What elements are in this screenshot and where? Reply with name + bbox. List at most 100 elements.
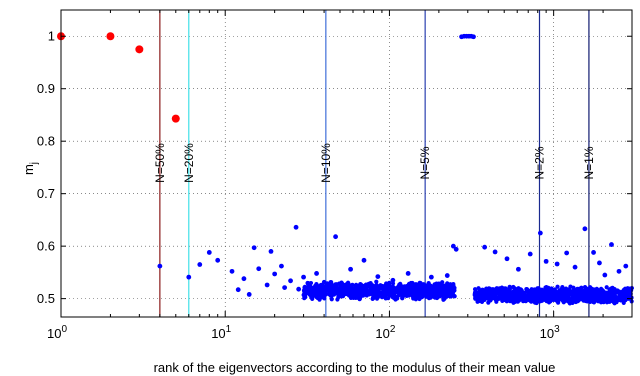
data-point bbox=[301, 274, 306, 280]
data-point bbox=[536, 286, 541, 291]
data-point bbox=[393, 288, 398, 294]
data-point bbox=[597, 260, 602, 266]
data-point bbox=[588, 288, 593, 293]
data-point bbox=[406, 282, 411, 287]
data-point bbox=[378, 286, 383, 291]
data-point bbox=[511, 284, 516, 290]
data-point bbox=[235, 287, 241, 293]
data-point bbox=[186, 274, 192, 280]
data-point bbox=[549, 286, 554, 291]
data-point bbox=[135, 45, 144, 54]
x-tick-label: 102 bbox=[375, 324, 395, 341]
data-point bbox=[419, 285, 425, 290]
data-point bbox=[612, 301, 617, 306]
data-point bbox=[531, 289, 536, 294]
data-point bbox=[157, 263, 163, 269]
data-point bbox=[279, 263, 284, 269]
data-point bbox=[375, 274, 381, 279]
data-point bbox=[486, 300, 491, 305]
data-point bbox=[537, 230, 543, 236]
data-point bbox=[616, 268, 622, 274]
data-point bbox=[408, 292, 413, 297]
data-point bbox=[534, 298, 539, 303]
data-point bbox=[480, 287, 485, 293]
data-point bbox=[389, 285, 394, 290]
data-point bbox=[562, 291, 567, 297]
data-point bbox=[359, 287, 365, 292]
data-point bbox=[475, 296, 480, 301]
y-axis-label: mj bbox=[21, 162, 40, 175]
data-point bbox=[171, 114, 180, 123]
data-point bbox=[288, 278, 293, 284]
data-point bbox=[321, 279, 327, 285]
y-tick-label: 0.6 bbox=[37, 239, 55, 254]
data-point bbox=[502, 293, 507, 298]
data-point bbox=[451, 282, 456, 287]
data-point bbox=[529, 299, 534, 304]
data-point bbox=[282, 285, 288, 291]
data-point bbox=[413, 291, 418, 296]
x-tick-label: 101 bbox=[211, 324, 231, 341]
y-tick-label: 0.7 bbox=[37, 186, 55, 201]
x-axis-label: rank of the eigenvectors according to th… bbox=[154, 360, 556, 375]
data-point bbox=[398, 281, 403, 286]
data-point bbox=[382, 288, 388, 293]
data-point bbox=[444, 273, 450, 278]
y-tick-label: 0.5 bbox=[37, 291, 55, 306]
y-tick-label: 0.9 bbox=[37, 81, 55, 96]
data-point bbox=[504, 256, 510, 262]
data-point bbox=[518, 287, 524, 292]
data-point bbox=[312, 290, 317, 295]
data-point bbox=[558, 288, 563, 293]
reference-line-label: N=50% bbox=[153, 143, 167, 183]
reference-line-label: N=5% bbox=[418, 146, 432, 179]
data-point bbox=[426, 296, 432, 301]
data-point bbox=[560, 298, 565, 303]
y-axis-label-subscript: j bbox=[29, 162, 40, 165]
data-point bbox=[344, 282, 350, 287]
data-point bbox=[475, 299, 480, 304]
data-point bbox=[506, 289, 512, 294]
data-point bbox=[523, 296, 528, 301]
reference-line-label: N=1% bbox=[582, 146, 596, 179]
data-point bbox=[372, 293, 377, 298]
data-point bbox=[492, 249, 498, 255]
data-point bbox=[215, 257, 221, 263]
data-point bbox=[604, 290, 609, 295]
data-point bbox=[390, 277, 396, 283]
data-point bbox=[604, 300, 610, 305]
data-point bbox=[570, 296, 575, 302]
data-point bbox=[445, 283, 451, 288]
data-point bbox=[437, 293, 442, 298]
data-point bbox=[497, 286, 502, 291]
data-point bbox=[328, 292, 334, 297]
data-point bbox=[482, 294, 487, 299]
data-point bbox=[539, 287, 544, 292]
data-point bbox=[472, 287, 478, 292]
data-point bbox=[554, 261, 560, 267]
data-point bbox=[229, 268, 235, 274]
y-tick-label: 0.8 bbox=[37, 134, 55, 149]
data-point bbox=[618, 298, 623, 303]
data-point bbox=[546, 298, 551, 303]
data-point bbox=[598, 300, 604, 305]
data-point bbox=[491, 292, 496, 298]
data-point bbox=[526, 293, 531, 298]
data-point bbox=[304, 288, 309, 293]
data-point bbox=[338, 283, 343, 288]
data-point bbox=[396, 287, 402, 292]
data-point bbox=[353, 283, 358, 288]
data-point bbox=[604, 285, 609, 290]
data-point bbox=[335, 291, 340, 296]
data-point bbox=[442, 296, 447, 301]
y-axis-label-main: m bbox=[21, 164, 36, 175]
data-point bbox=[478, 295, 483, 301]
data-point bbox=[488, 296, 493, 301]
data-point bbox=[615, 288, 620, 293]
data-point bbox=[514, 294, 519, 299]
data-point bbox=[568, 284, 573, 289]
data-point bbox=[537, 291, 543, 296]
data-point bbox=[415, 282, 420, 288]
data-point bbox=[251, 245, 257, 251]
reference-lines: N=50% N=20% N=10% N=5% N=2% N=1% bbox=[153, 10, 596, 317]
